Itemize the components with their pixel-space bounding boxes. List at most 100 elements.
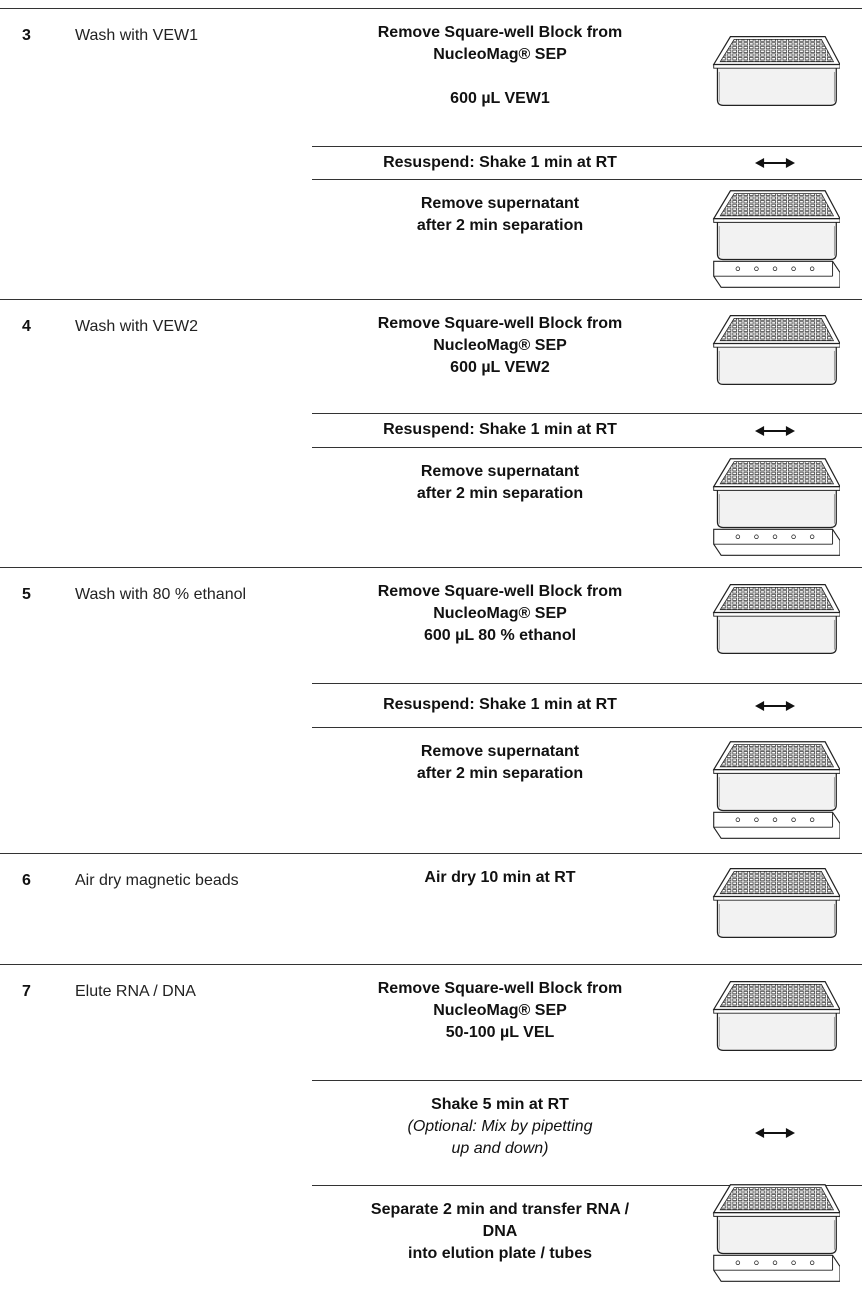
- note-line: up and down): [451, 1140, 549, 1157]
- instruction-line: Remove supernatant: [420, 463, 580, 480]
- substep: Remove supernatant after 2 min separation: [312, 447, 862, 567]
- instruction-line: Resuspend: Shake 1 min at RT: [383, 696, 617, 713]
- instruction-line: Remove Square-well Block from: [377, 980, 623, 997]
- plate-icon: [713, 981, 840, 1051]
- substep-text: Resuspend: Shake 1 min at RT: [312, 147, 688, 179]
- instruction-line: Remove Square-well Block from: [377, 24, 623, 41]
- substep-text: Resuspend: Shake 1 min at RT: [312, 414, 688, 447]
- plate-icon: [713, 36, 840, 106]
- step-substeps: Remove Square-well Block from NucleoMag® …: [312, 965, 862, 1281]
- step-substeps: Remove Square-well Block from NucleoMag® …: [312, 300, 862, 567]
- instruction-line: 600 µL 80 % ethanol: [423, 627, 577, 644]
- instruction-line: NucleoMag® SEP: [433, 1002, 567, 1019]
- icon-cell: [688, 1081, 862, 1185]
- step-number: 6: [22, 872, 31, 889]
- substep: Remove Square-well Block from NucleoMag® …: [312, 9, 862, 146]
- instruction-line: 600 µL VEW2: [450, 359, 550, 376]
- shake-arrow: [755, 699, 795, 712]
- substep-text: Remove Square-well Block from NucleoMag® …: [312, 9, 688, 146]
- icon-cell: [688, 147, 862, 179]
- step-substeps: Air dry 10 min at RT: [312, 854, 862, 964]
- plate-on-magnet: [710, 1179, 840, 1289]
- icon-cell: [688, 728, 862, 853]
- substep: Shake 5 min at RT (Optional: Mix by pipet…: [312, 1080, 862, 1185]
- step-substeps: Remove Square-well Block from NucleoMag® …: [312, 568, 862, 853]
- step-title: Air dry magnetic beads: [75, 872, 239, 889]
- icon-cell: [688, 568, 862, 683]
- substep: Remove supernatant after 2 min separation: [312, 727, 862, 853]
- instruction-line: Remove supernatant: [420, 743, 580, 760]
- step-row: 7 Elute RNA / DNA Remove Square-well Block…: [0, 964, 862, 1281]
- substep: Remove Square-well Block from NucleoMag® …: [312, 300, 862, 413]
- plate-icon: [713, 867, 840, 938]
- icon-cell: [688, 414, 862, 447]
- step-substeps: Remove Square-well Block from NucleoMag® …: [312, 9, 862, 299]
- instruction-line: after 2 min separation: [416, 217, 584, 234]
- step-title: Elute RNA / DNA: [75, 983, 196, 1000]
- substep-text: Remove supernatant after 2 min separation: [312, 180, 688, 299]
- step-row: 5 Wash with 80 % ethanol Remove Square-wel…: [0, 567, 862, 853]
- instruction-line: 50-100 µL VEL: [445, 1024, 555, 1041]
- substep-text: Remove Square-well Block from NucleoMag® …: [312, 300, 688, 413]
- instruction-line: NucleoMag® SEP: [433, 605, 567, 622]
- instruction-line: 600 µL VEW1: [450, 90, 550, 107]
- note-line: (Optional: Mix by pipetting: [407, 1118, 593, 1135]
- icon-cell: [688, 854, 862, 964]
- plate-on-magnet: [710, 736, 840, 846]
- icon-cell: [688, 684, 862, 727]
- instruction-line: Remove Square-well Block from: [377, 315, 623, 332]
- instruction-line: Separate 2 min and transfer RNA /: [370, 1201, 630, 1218]
- instruction-line: Remove Square-well Block from: [377, 583, 623, 600]
- plate-icon: [713, 315, 840, 385]
- icon-cell: [688, 965, 862, 1080]
- instruction-line: Resuspend: Shake 1 min at RT: [383, 154, 617, 171]
- icon-cell: [688, 448, 862, 567]
- substep-text: Remove Square-well Block from NucleoMag® …: [312, 568, 688, 683]
- icon-cell: [688, 180, 862, 299]
- instruction-line: after 2 min separation: [416, 485, 584, 502]
- instruction-line: Resuspend: Shake 1 min at RT: [383, 421, 617, 438]
- substep: Resuspend: Shake 1 min at RT: [312, 683, 862, 727]
- substep: Resuspend: Shake 1 min at RT: [312, 413, 862, 447]
- substep: Air dry 10 min at RT: [312, 854, 862, 964]
- icon-cell: [688, 1186, 862, 1281]
- substep: Remove supernatant after 2 min separation: [312, 179, 862, 299]
- step-number: 4: [22, 318, 31, 335]
- step-number: 7: [22, 983, 31, 1000]
- substep: Remove Square-well Block from NucleoMag® …: [312, 568, 862, 683]
- step-row: 4 Wash with VEW2 Remove Square-well Block …: [0, 299, 862, 567]
- plate-icon: [713, 584, 840, 654]
- plate-on-magnet: [710, 185, 840, 295]
- shake-arrow: [755, 157, 795, 169]
- substep-text: Remove Square-well Block from NucleoMag® …: [312, 965, 688, 1080]
- substep-text: Remove supernatant after 2 min separation: [312, 728, 688, 853]
- step-number: 3: [22, 27, 31, 44]
- shake-arrow: [755, 1127, 795, 1139]
- instruction-line: after 2 min separation: [416, 765, 584, 782]
- icon-cell: [688, 300, 862, 413]
- instruction-line: Remove supernatant: [420, 195, 580, 212]
- substep-text: Resuspend: Shake 1 min at RT: [312, 684, 688, 727]
- icon-cell: [688, 9, 862, 146]
- substep-text: Air dry 10 min at RT: [312, 854, 688, 964]
- step-row: 3 Wash with VEW1 Remove Square-well Block …: [0, 8, 862, 299]
- instruction-line: DNA: [482, 1223, 518, 1240]
- substep-text: Remove supernatant after 2 min separation: [312, 448, 688, 567]
- substep-text: Shake 5 min at RT (Optional: Mix by pipet…: [312, 1081, 688, 1185]
- step-title: Wash with VEW2: [75, 318, 198, 335]
- step-title: Wash with 80 % ethanol: [75, 586, 247, 603]
- instruction-line: into elution plate / tubes: [408, 1245, 592, 1262]
- step-number: 5: [22, 586, 31, 603]
- step-row: 6 Air dry magnetic beads Air dry 10 min at…: [0, 853, 862, 964]
- plate-on-magnet: [710, 453, 840, 563]
- substep: Remove Square-well Block from NucleoMag® …: [312, 965, 862, 1080]
- shake-arrow: [755, 424, 795, 437]
- substep: Resuspend: Shake 1 min at RT: [312, 146, 862, 179]
- substep-text: Separate 2 min and transfer RNA / DNA int…: [312, 1186, 688, 1281]
- step-title: Wash with VEW1: [75, 27, 198, 44]
- instruction-line: Shake 5 min at RT: [431, 1096, 569, 1113]
- instruction-line: Air dry 10 min at RT: [424, 869, 576, 886]
- substep: Separate 2 min and transfer RNA / DNA int…: [312, 1185, 862, 1281]
- instruction-line: NucleoMag® SEP: [433, 337, 567, 354]
